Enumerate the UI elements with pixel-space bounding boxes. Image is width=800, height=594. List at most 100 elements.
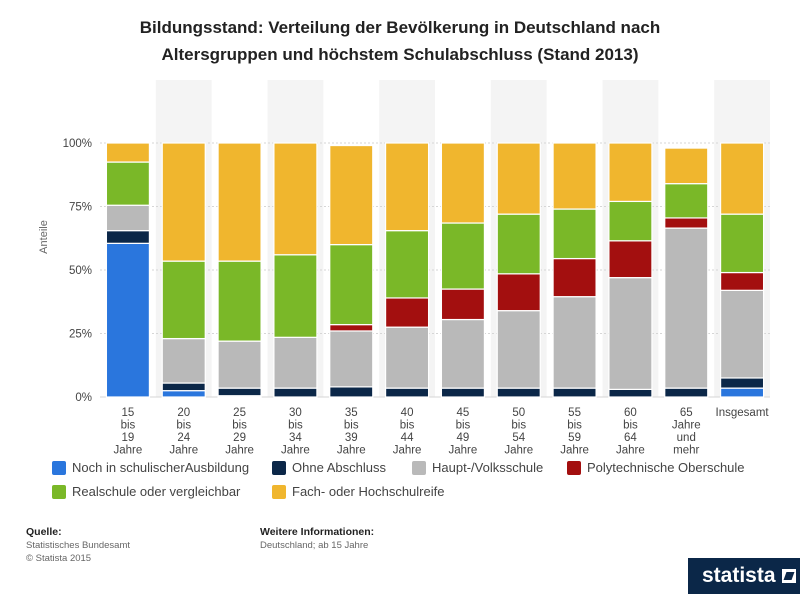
x-tick-label: Jahre [225,445,254,457]
legend-swatch [52,460,66,475]
bar-segment [217,142,262,262]
legend-item[interactable]: Fach- oder Hochschulreife [272,484,444,499]
statista-logo[interactable]: statista [688,558,800,594]
bar-segment [440,387,486,398]
source-line: Statistisches Bundesamt [26,540,131,551]
y-tick-label: 0% [75,392,92,404]
bar-segment [384,230,430,299]
x-tick-label: 59 [568,432,581,444]
x-tick-label: Jahre [504,445,533,457]
legend-swatch [567,460,581,475]
bar-segment [719,377,765,389]
legend-swatch [52,484,66,499]
bar-segment [105,204,151,232]
bar-segment [664,227,709,389]
bar-segment [105,230,151,244]
x-tick-label: 34 [289,432,302,444]
legend-item[interactable]: Realschule oder vergleichbar [52,484,240,499]
bar-segment [440,288,486,321]
bar-segment [329,244,374,326]
x-tick-label: 39 [345,432,358,444]
x-tick-label: 24 [177,432,190,444]
x-tick-label: 15 [122,407,135,419]
x-tick-label: bis [400,420,415,432]
x-tick-label: 64 [624,432,637,444]
bar-segment [217,260,262,342]
bar-segment [496,310,541,389]
info-block: Weitere Informationen: Deutschland; ab 1… [260,526,374,552]
x-tick-label: 40 [401,407,414,419]
y-tick-label: 25% [69,329,92,341]
chart-title: Bildungsstand: Verteilung der Bevölkerun… [0,14,800,68]
x-tick-label: Jahre [616,445,645,457]
legend-swatch [412,460,426,475]
x-tick-label: Insgesamt [716,407,770,419]
bar-segment [329,324,374,332]
bar-segment [384,326,430,389]
bar-segment [719,213,765,274]
x-tick-label: 55 [568,407,581,419]
bar-segment [440,318,486,389]
x-tick-label: bis [344,420,359,432]
bar-segment [608,240,653,279]
chart-area: 0%25%50%75%100%Anteile15bis19Jahre20bis2… [38,80,770,457]
bar-segment [719,387,765,398]
x-tick-label: Jahre [114,445,143,457]
legend-item[interactable]: Ohne Abschluss [272,460,386,475]
logo-mark-icon [781,569,796,583]
bar-segment [161,337,206,384]
legend-item[interactable]: Noch in schulischerAusbildung [52,460,249,475]
bar-segment [273,387,318,398]
x-tick-label: bis [288,420,303,432]
x-tick-label: 54 [512,432,525,444]
bar-segment [273,142,318,256]
x-tick-label: und [677,432,696,444]
bar-segment [664,147,709,185]
bar-segment [105,242,151,398]
x-tick-label: 65 [680,407,693,419]
x-tick-label: bis [232,420,247,432]
legend-label: Noch in schulischerAusbildung [72,460,250,475]
bar-segment [217,340,262,389]
bar-segment [161,260,206,340]
copyright-line: © Statista 2015 [26,553,92,564]
x-tick-label: Jahre [337,445,366,457]
x-tick-label: Jahre [560,445,589,457]
legend-swatch [272,484,286,499]
source-block: Quelle: Statistisches Bundesamt © Statis… [26,526,130,565]
bar-segment [440,142,486,224]
x-tick-label: 49 [457,432,470,444]
bar-segment [719,289,765,379]
legend-item[interactable]: Polytechnische Oberschule [567,460,745,475]
info-line: Deutschland; ab 15 Jahre [260,540,369,551]
chart-title-line1: Bildungsstand: Verteilung der Bevölkerun… [139,18,661,37]
x-tick-label: 29 [233,432,246,444]
legend-label: Realschule oder vergleichbar [72,484,241,499]
bar-segment [664,217,709,229]
x-tick-label: bis [176,420,191,432]
x-tick-label: bis [567,420,582,432]
bar-segment [496,273,541,312]
bar-segment [496,387,541,398]
x-tick-label: 45 [457,407,470,419]
bar-segment [719,142,765,215]
legend-label: Polytechnische Oberschule [587,460,745,475]
bar-segment [273,254,318,338]
x-tick-label: 20 [177,407,190,419]
x-tick-label: mehr [673,445,699,457]
bar-segment [273,336,318,389]
y-axis-label: Anteile [38,220,50,254]
legend-item[interactable]: Haupt-/Volksschule [412,460,543,475]
source-heading: Quelle: [26,526,62,538]
x-tick-label: 44 [401,432,414,444]
y-tick-label: 100% [63,138,92,150]
x-tick-label: bis [511,420,526,432]
bar-segment [384,387,430,398]
y-tick-label: 50% [69,265,92,277]
x-tick-label: 19 [122,432,135,444]
x-tick-label: 30 [289,407,302,419]
bar-segment [384,142,430,232]
logo-text: statista [702,564,776,587]
x-tick-label: Jahre [393,445,422,457]
bar-segment [161,382,206,392]
